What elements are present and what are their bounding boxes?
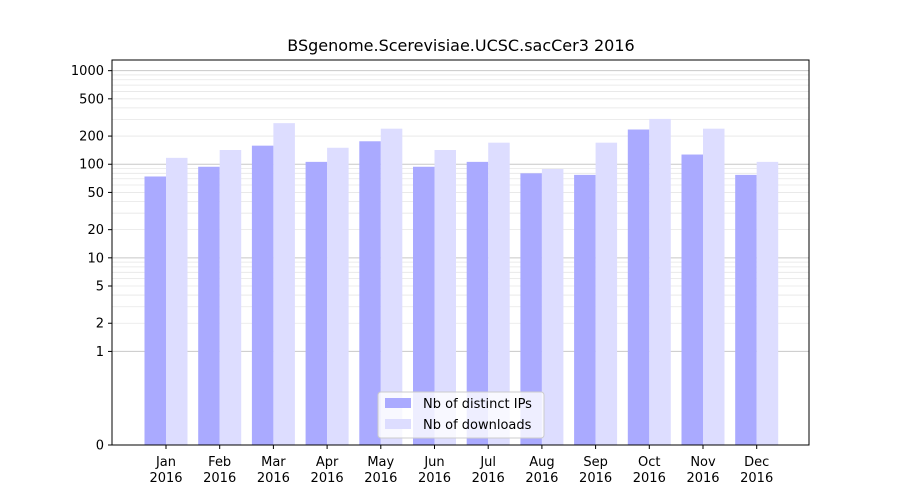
- y-tick-label: 10: [87, 251, 104, 266]
- bar-distinct-ips: [305, 161, 328, 445]
- y-tick-label: 50: [87, 186, 104, 201]
- x-tick-label-month: Oct: [638, 455, 660, 470]
- y-tick-label: 1000: [71, 64, 104, 79]
- bar-distinct-ips: [627, 129, 650, 445]
- x-tick-label-year: 2016: [740, 471, 773, 486]
- x-tick-label-year: 2016: [418, 471, 451, 486]
- chart-title: BSgenome.Scerevisiae.UCSC.sacCer3 2016: [287, 36, 634, 55]
- legend-label-downloads: Nb of downloads: [423, 418, 532, 433]
- y-tick-label: 20: [87, 223, 104, 238]
- bar-distinct-ips: [251, 145, 274, 445]
- x-tick-label-month: Sep: [583, 455, 608, 470]
- x-tick-label-month: May: [367, 455, 394, 470]
- legend-swatch-ips: [385, 398, 411, 408]
- x-tick-label-month: Feb: [208, 455, 231, 470]
- bar-downloads: [703, 128, 725, 445]
- bar-downloads: [327, 147, 349, 445]
- bar-downloads: [649, 118, 671, 445]
- bar-distinct-ips: [681, 154, 703, 445]
- x-tick-label-month: Aug: [529, 455, 554, 470]
- x-tick-label-year: 2016: [686, 471, 719, 486]
- bar-downloads: [380, 128, 403, 445]
- y-axis: 0 1 2 5 10 20 50 100 200 500 1000: [71, 64, 112, 454]
- bar-downloads: [488, 142, 510, 445]
- legend-label-ips: Nb of distinct IPs: [423, 397, 532, 412]
- y-tick-label: 200: [79, 130, 104, 145]
- x-tick-label-month: Nov: [690, 455, 716, 470]
- x-tick-label-year: 2016: [311, 471, 344, 486]
- y-tick-label: 5: [96, 280, 104, 295]
- bar-downloads: [434, 149, 456, 445]
- x-tick-label-year: 2016: [364, 471, 397, 486]
- x-tick-label-month: Jul: [479, 455, 496, 470]
- bar-distinct-ips: [574, 174, 596, 445]
- y-tick-label: 1: [96, 345, 104, 360]
- x-tick-label-year: 2016: [633, 471, 666, 486]
- bar-downloads: [756, 161, 779, 445]
- bar-downloads: [166, 157, 188, 446]
- legend-swatch-downloads: [385, 419, 411, 429]
- bar-downloads: [595, 142, 618, 445]
- x-tick-label-month: Mar: [261, 455, 286, 470]
- bar-distinct-ips: [413, 166, 435, 446]
- legend: Nb of distinct IPs Nb of downloads: [377, 391, 545, 439]
- bar-distinct-ips: [735, 174, 757, 445]
- legend-frame: [377, 391, 545, 439]
- bar-distinct-ips: [198, 166, 220, 446]
- y-tick-label: 100: [79, 158, 104, 173]
- x-tick-label-year: 2016: [579, 471, 612, 486]
- plot-frame: [111, 59, 810, 446]
- x-tick-label-month: Dec: [744, 455, 769, 470]
- bar-distinct-ips: [466, 161, 489, 445]
- x-tick-label-year: 2016: [257, 471, 290, 486]
- y-tick-label: 0: [96, 439, 104, 454]
- bar-distinct-ips: [359, 141, 381, 446]
- bar-downloads: [219, 149, 242, 445]
- x-tick-label-month: Jun: [423, 455, 444, 470]
- x-axis: Jan2016Feb2016Mar2016Apr2016May2016Jun20…: [149, 445, 773, 486]
- bar-distinct-ips: [520, 173, 542, 445]
- bars: [144, 118, 779, 446]
- x-tick-label-month: Apr: [316, 455, 339, 470]
- bar-downloads: [541, 168, 564, 445]
- x-tick-label-month: Jan: [155, 455, 176, 470]
- bar-downloads: [273, 123, 295, 446]
- y-tick-label: 2: [96, 317, 104, 332]
- x-tick-label-year: 2016: [149, 471, 182, 486]
- x-tick-label-year: 2016: [525, 471, 558, 486]
- y-tick-label: 500: [79, 92, 104, 107]
- x-tick-label-year: 2016: [472, 471, 505, 486]
- bar-distinct-ips: [144, 176, 166, 446]
- x-tick-label-year: 2016: [203, 471, 236, 486]
